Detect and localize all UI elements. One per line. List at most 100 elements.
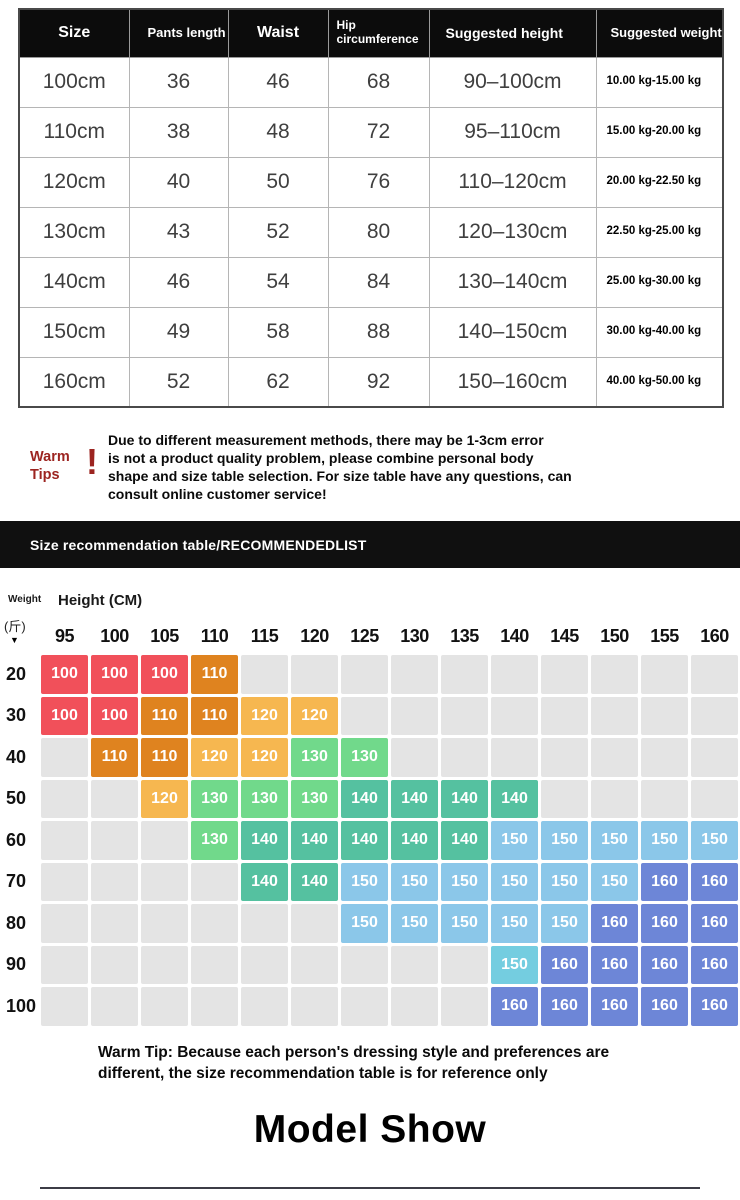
heatmap-cell: 150	[441, 862, 488, 901]
heatmap-cell-empty	[91, 987, 138, 1026]
size-table-cell: 22.50 kg-25.00 kg	[595, 206, 724, 258]
heatmap-cell-empty	[441, 738, 488, 777]
size-table-cell: 160cm	[18, 356, 130, 408]
heatmap-cell-empty	[41, 945, 88, 984]
size-table-cell: 15.00 kg-20.00 kg	[595, 106, 724, 158]
heatmap-cell-empty	[641, 655, 688, 694]
size-table-cell: 20.00 kg-22.50 kg	[595, 156, 724, 208]
heatmap-row-label: 20	[6, 663, 27, 684]
heatmap-cell: 130	[191, 779, 238, 818]
heatmap-cell: 140	[241, 862, 288, 901]
bottom-warm-tip: Warm Tip: Because each person's dressing…	[98, 1044, 610, 1082]
size-table-header-cell: Suggested weight	[595, 8, 724, 58]
heatmap-row-label: 40	[6, 746, 27, 767]
heatmap-cell: 120	[141, 779, 188, 818]
heatmap-cell-empty	[541, 655, 588, 694]
heatmap-cell-empty	[691, 696, 738, 735]
heatmap-column-header: 95	[54, 625, 75, 646]
heatmap-column-header: 115	[250, 625, 279, 646]
size-recommendation-heatmap: (斤) ▼ 95 100 105 110 115 120 125 130 135 140 145 150 1…	[2, 619, 738, 1026]
heatmap-cell: 130	[191, 821, 238, 860]
heatmap-cell-empty	[591, 779, 638, 818]
heatmap-cell: 150	[341, 862, 388, 901]
heatmap-column-header: 110	[200, 625, 229, 646]
heatmap-cell: 100	[141, 655, 188, 694]
heatmap-cell-empty	[641, 696, 688, 735]
size-table-header-cell: Hip circumference	[327, 8, 430, 58]
heatmap-cell: 140	[241, 821, 288, 860]
size-table-cell: 40	[128, 156, 229, 208]
size-table-cell: 10.00 kg-15.00 kg	[595, 56, 724, 108]
heatmap-column-header: 130	[400, 625, 429, 646]
size-table-cell: 130cm	[18, 206, 130, 258]
heatmap-cell: 160	[641, 904, 688, 943]
size-table-cell: 25.00 kg-30.00 kg	[595, 256, 724, 308]
size-table-cell: 72	[327, 106, 430, 158]
weight-axis-label: Weight	[8, 594, 42, 605]
divider	[40, 1187, 700, 1189]
heatmap-cell: 100	[91, 696, 138, 735]
banner-title: Size recommendation table/RECOMMENDEDLIS…	[30, 536, 367, 553]
heatmap-cell-empty	[241, 904, 288, 943]
heatmap-cell-empty	[291, 655, 338, 694]
heatmap-cell-empty	[541, 696, 588, 735]
heatmap-cell: 140	[291, 821, 338, 860]
heatmap-cell: 100	[41, 655, 88, 694]
heatmap-cell-empty	[41, 738, 88, 777]
heatmap-cell-empty	[591, 655, 638, 694]
heatmap-cell: 160	[641, 862, 688, 901]
exclamation-icon: !	[86, 441, 98, 482]
heatmap-cell: 140	[441, 779, 488, 818]
size-table-cell: 30.00 kg-40.00 kg	[595, 306, 724, 358]
size-table-cell: 50	[227, 156, 329, 208]
heatmap-cell-empty	[341, 945, 388, 984]
heatmap-corner: (斤) ▼	[2, 619, 38, 652]
heatmap-cell-empty	[391, 655, 438, 694]
heatmap-cell: 160	[591, 945, 638, 984]
heatmap-cell: 120	[191, 738, 238, 777]
heatmap-cell-empty	[141, 862, 188, 901]
size-table-cell: 52	[128, 356, 229, 408]
size-table-header-cell: Waist	[227, 8, 329, 58]
heatmap-cell-empty	[491, 655, 538, 694]
heatmap-cell: 160	[691, 945, 738, 984]
heatmap-cell: 150	[691, 821, 738, 860]
heatmap-cell-empty	[191, 862, 238, 901]
heatmap-cell-empty	[41, 904, 88, 943]
size-table-cell: 62	[227, 356, 329, 408]
heatmap-cell-empty	[91, 945, 138, 984]
heatmap-cell-empty	[441, 655, 488, 694]
arrow-down-icon: ▼	[10, 635, 19, 646]
heatmap-cell: 160	[641, 987, 688, 1026]
heatmap-cell-empty	[391, 987, 438, 1026]
heatmap-cell: 150	[541, 821, 588, 860]
size-table-row: 160cm 52 62 92 150–160cm 40.00 kg-50.00 kg	[18, 356, 724, 408]
height-axis-label: Height (CM)	[58, 592, 143, 609]
size-table-cell: 48	[227, 106, 329, 158]
heatmap-cell: 150	[391, 862, 438, 901]
heatmap-cell: 120	[241, 696, 288, 735]
heatmap-cell: 130	[341, 738, 388, 777]
heatmap-cell-empty	[241, 945, 288, 984]
heatmap-row-label: 60	[6, 829, 27, 850]
size-table-cell: 110cm	[18, 106, 130, 158]
heatmap-cell-empty	[691, 655, 738, 694]
size-table-header-cell: Pants length	[128, 8, 229, 58]
heatmap-cell-empty	[141, 821, 188, 860]
size-table-row: 110cm 38 48 72 95–110cm 15.00 kg-20.00 kg	[18, 106, 724, 158]
size-table-cell: 92	[327, 356, 430, 408]
size-table-header-cell: Size	[18, 8, 130, 58]
heatmap-column-header: 145	[550, 625, 579, 646]
size-table-cell: 68	[327, 56, 430, 108]
size-table-cell: 88	[327, 306, 430, 358]
heatmap-cell-empty	[341, 655, 388, 694]
heatmap-cell-empty	[191, 904, 238, 943]
heatmap-cell: 150	[491, 821, 538, 860]
size-table-cell: 43	[128, 206, 229, 258]
heatmap-cell: 150	[391, 904, 438, 943]
heatmap-column-header: 100	[100, 625, 129, 646]
heatmap-cell-empty	[91, 779, 138, 818]
size-table-cell: 46	[128, 256, 229, 308]
heatmap-row-label: 80	[6, 912, 27, 933]
warm-tips-label: Warm Tips	[30, 449, 70, 484]
